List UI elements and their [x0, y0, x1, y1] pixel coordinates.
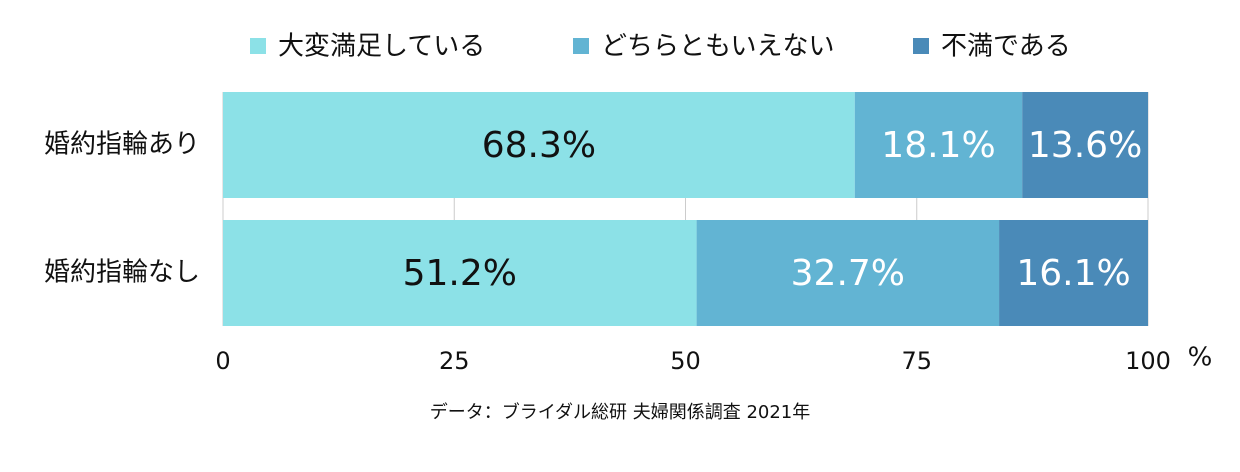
x-unit: % — [1188, 343, 1213, 373]
bar-segment — [223, 220, 697, 326]
value-label: 16.1% — [1016, 253, 1130, 294]
x-tick-label: 75 — [901, 347, 932, 375]
x-tick-label: 50 — [670, 347, 701, 375]
legend-label: 大変満足している — [278, 32, 485, 62]
legend-swatch — [573, 38, 589, 54]
value-label: 18.1% — [881, 125, 995, 166]
y-tick-label: 婚約指輪あり — [44, 130, 200, 160]
bar-segment — [999, 220, 1148, 326]
bar-segment — [223, 92, 855, 198]
bar-segment — [1022, 92, 1148, 198]
value-label: 13.6% — [1028, 125, 1142, 166]
legend-label: 不満である — [941, 32, 1071, 62]
value-label: 68.3% — [482, 125, 596, 166]
x-tick-label: 100 — [1125, 347, 1171, 375]
legend-label: どちらともいえない — [601, 32, 834, 62]
bar-segment — [696, 220, 1000, 326]
x-tick-label: 25 — [439, 347, 470, 375]
legend-swatch — [913, 38, 929, 54]
y-tick-label: 婚約指輪なし — [44, 258, 200, 288]
x-tick-label: 0 — [215, 347, 230, 375]
source: データ：ブライダル総研 夫婦関係調査 2021年 — [430, 401, 811, 423]
value-label: 51.2% — [403, 253, 517, 294]
bar-segment — [854, 92, 1023, 198]
value-label: 32.7% — [791, 253, 905, 294]
legend-swatch — [250, 38, 266, 54]
